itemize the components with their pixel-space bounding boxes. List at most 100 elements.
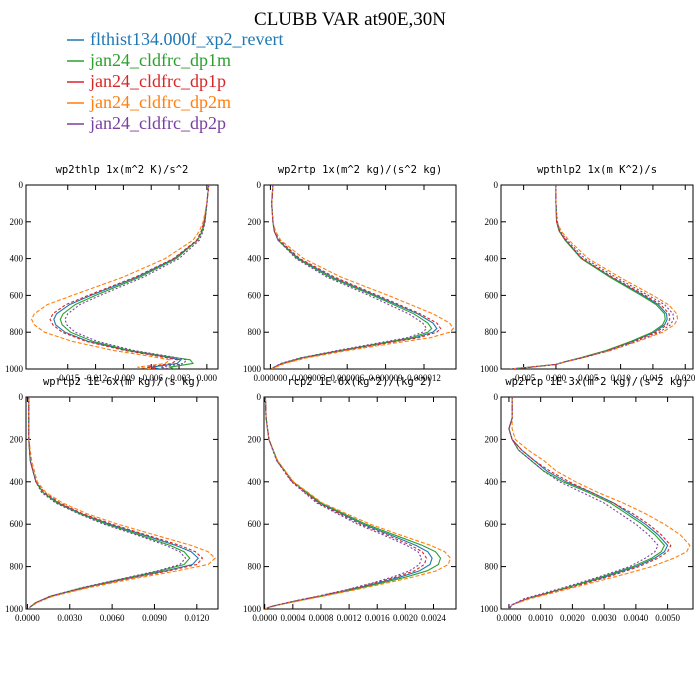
y-tick-label: 400 — [485, 477, 499, 487]
series-line — [271, 185, 442, 369]
legend-entry: jan24_cldfrc_dp2m — [67, 92, 231, 112]
y-tick-label: 200 — [10, 434, 24, 444]
y-tick-label: 800 — [485, 562, 499, 572]
y-tick-label: 600 — [10, 519, 24, 529]
x-tick-label: -0.006 — [140, 373, 164, 383]
plot-frame — [500, 184, 694, 370]
legend-label: flthist134.000f_xp2_revert — [90, 29, 283, 49]
chart-panel: wprtp2 1E-6x(m kg)/(s kg) 0 200 400 600 800 10… — [5, 376, 219, 623]
x-tick-label: 0.0050 — [655, 613, 680, 623]
series-line — [49, 185, 210, 369]
y-tick-label: 0 — [257, 180, 262, 190]
series-line — [271, 185, 455, 369]
y-tick-label: 800 — [10, 562, 24, 572]
y-tick-label: 0 — [19, 392, 24, 402]
y-tick-label: 0 — [257, 392, 262, 402]
chart-panel: wp2rtp 1x(m^2 kg)/(s^2 kg) 0 200 400 600 800 1… — [243, 164, 457, 383]
x-tick-label: 0.0000 — [15, 613, 40, 623]
x-tick-label: 0.005 — [578, 373, 599, 383]
chart-panel: wp2thlp 1x(m^2 K)/s^2 0 200 400 600 800 1000 -0… — [5, 164, 219, 383]
series-line — [28, 397, 187, 609]
legend-entry: jan24_cldfrc_dp1m — [67, 50, 231, 70]
series-line — [508, 397, 691, 609]
x-tick-label: 0.0030 — [57, 613, 82, 623]
series-line — [264, 397, 451, 609]
x-tick-label: 0.0020 — [560, 613, 585, 623]
x-tick-label: 0.0008 — [309, 613, 334, 623]
chart-panel: rcp2 1E-6x(kg^2)/(kg^2) 0 200 400 600 800 1000… — [243, 376, 457, 623]
legend-label: jan24_cldfrc_dp1m — [89, 50, 231, 70]
y-tick-label: 1000 — [243, 604, 262, 614]
y-tick-label: 600 — [485, 519, 499, 529]
x-tick-label: 0.010 — [610, 373, 631, 383]
x-tick-label: 0.000006 — [330, 373, 364, 383]
x-tick-label: 0.000003 — [292, 373, 326, 383]
x-tick-label: -0.005 — [512, 373, 536, 383]
series-line — [264, 397, 428, 609]
y-tick-label: 800 — [248, 327, 262, 337]
y-tick-label: 400 — [10, 254, 24, 264]
x-tick-label: 0.0060 — [100, 613, 125, 623]
panel-title: wp2rtp 1x(m^2 kg)/(s^2 kg) — [278, 164, 442, 176]
chart-panel: wp2rcp 1E-3x(m^2 kg)/(s^2 kg) 0 200 400 600 8… — [480, 376, 694, 623]
x-tick-label: 0.0120 — [184, 613, 209, 623]
x-tick-label: 0.000000 — [254, 373, 288, 383]
x-tick-label: 0.0016 — [365, 613, 390, 623]
x-tick-label: 0.0040 — [624, 613, 649, 623]
legend-label: jan24_cldfrc_dp1p — [89, 71, 226, 91]
legend: flthist134.000f_xp2_revertjan24_cldfrc_d… — [67, 29, 283, 133]
x-tick-label: 0.0012 — [337, 613, 362, 623]
x-tick-label: -0.003 — [167, 373, 191, 383]
x-tick-label: 0.0030 — [592, 613, 617, 623]
y-tick-label: 200 — [485, 434, 499, 444]
x-tick-label: 0.000012 — [407, 373, 441, 383]
series-line — [64, 185, 210, 369]
y-tick-label: 0 — [494, 180, 499, 190]
legend-entry: jan24_cldfrc_dp1p — [67, 71, 226, 91]
y-tick-label: 200 — [248, 434, 262, 444]
plot-frame — [263, 184, 457, 370]
plot-frame — [500, 396, 694, 610]
x-tick-label: 0.015 — [643, 373, 664, 383]
panel-title: rcp2 1E-6x(kg^2)/(kg^2) — [287, 376, 432, 388]
y-tick-label: 400 — [485, 254, 499, 264]
y-tick-label: 200 — [10, 217, 24, 227]
y-tick-label: 1000 — [5, 604, 24, 614]
legend-entry: flthist134.000f_xp2_revert — [67, 29, 283, 49]
x-tick-label: -0.015 — [56, 373, 80, 383]
x-tick-label: 0.0004 — [280, 613, 305, 623]
y-tick-label: 200 — [485, 217, 499, 227]
y-tick-label: 600 — [248, 290, 262, 300]
y-tick-label: 200 — [248, 217, 262, 227]
figure-title: CLUBB VAR at90E,30N — [254, 9, 446, 30]
y-tick-label: 800 — [248, 562, 262, 572]
x-tick-label: 0.020 — [675, 373, 696, 383]
legend-label: jan24_cldfrc_dp2m — [89, 92, 231, 112]
panel-title: wp2rcp 1E-3x(m^2 kg)/(s^2 kg) — [505, 376, 688, 388]
series-line — [264, 397, 423, 609]
series-line — [271, 185, 428, 369]
x-tick-label: 0.0024 — [421, 613, 446, 623]
y-tick-label: 600 — [248, 519, 262, 529]
y-tick-label: 1000 — [480, 364, 499, 374]
series-line — [59, 185, 210, 369]
y-tick-label: 600 — [485, 290, 499, 300]
series-line — [508, 397, 659, 609]
series-line — [28, 397, 217, 609]
y-tick-label: 600 — [10, 290, 24, 300]
panel-title: wp2thlp 1x(m^2 K)/s^2 — [56, 164, 189, 176]
y-tick-label: 400 — [10, 477, 24, 487]
panel-title: wpthlp2 1x(m K^2)/s — [537, 164, 657, 176]
plot-frame — [263, 396, 457, 610]
y-tick-label: 1000 — [5, 364, 24, 374]
x-tick-label: 0.0010 — [528, 613, 553, 623]
legend-label: jan24_cldfrc_dp2p — [89, 113, 226, 133]
x-tick-label: 0.0020 — [393, 613, 418, 623]
x-tick-label: 0.0000 — [252, 613, 277, 623]
x-tick-label: 0.000009 — [369, 373, 403, 383]
y-tick-label: 0 — [19, 180, 24, 190]
x-tick-label: 0.0090 — [142, 613, 167, 623]
plot-frame — [25, 184, 219, 370]
y-tick-label: 400 — [248, 477, 262, 487]
